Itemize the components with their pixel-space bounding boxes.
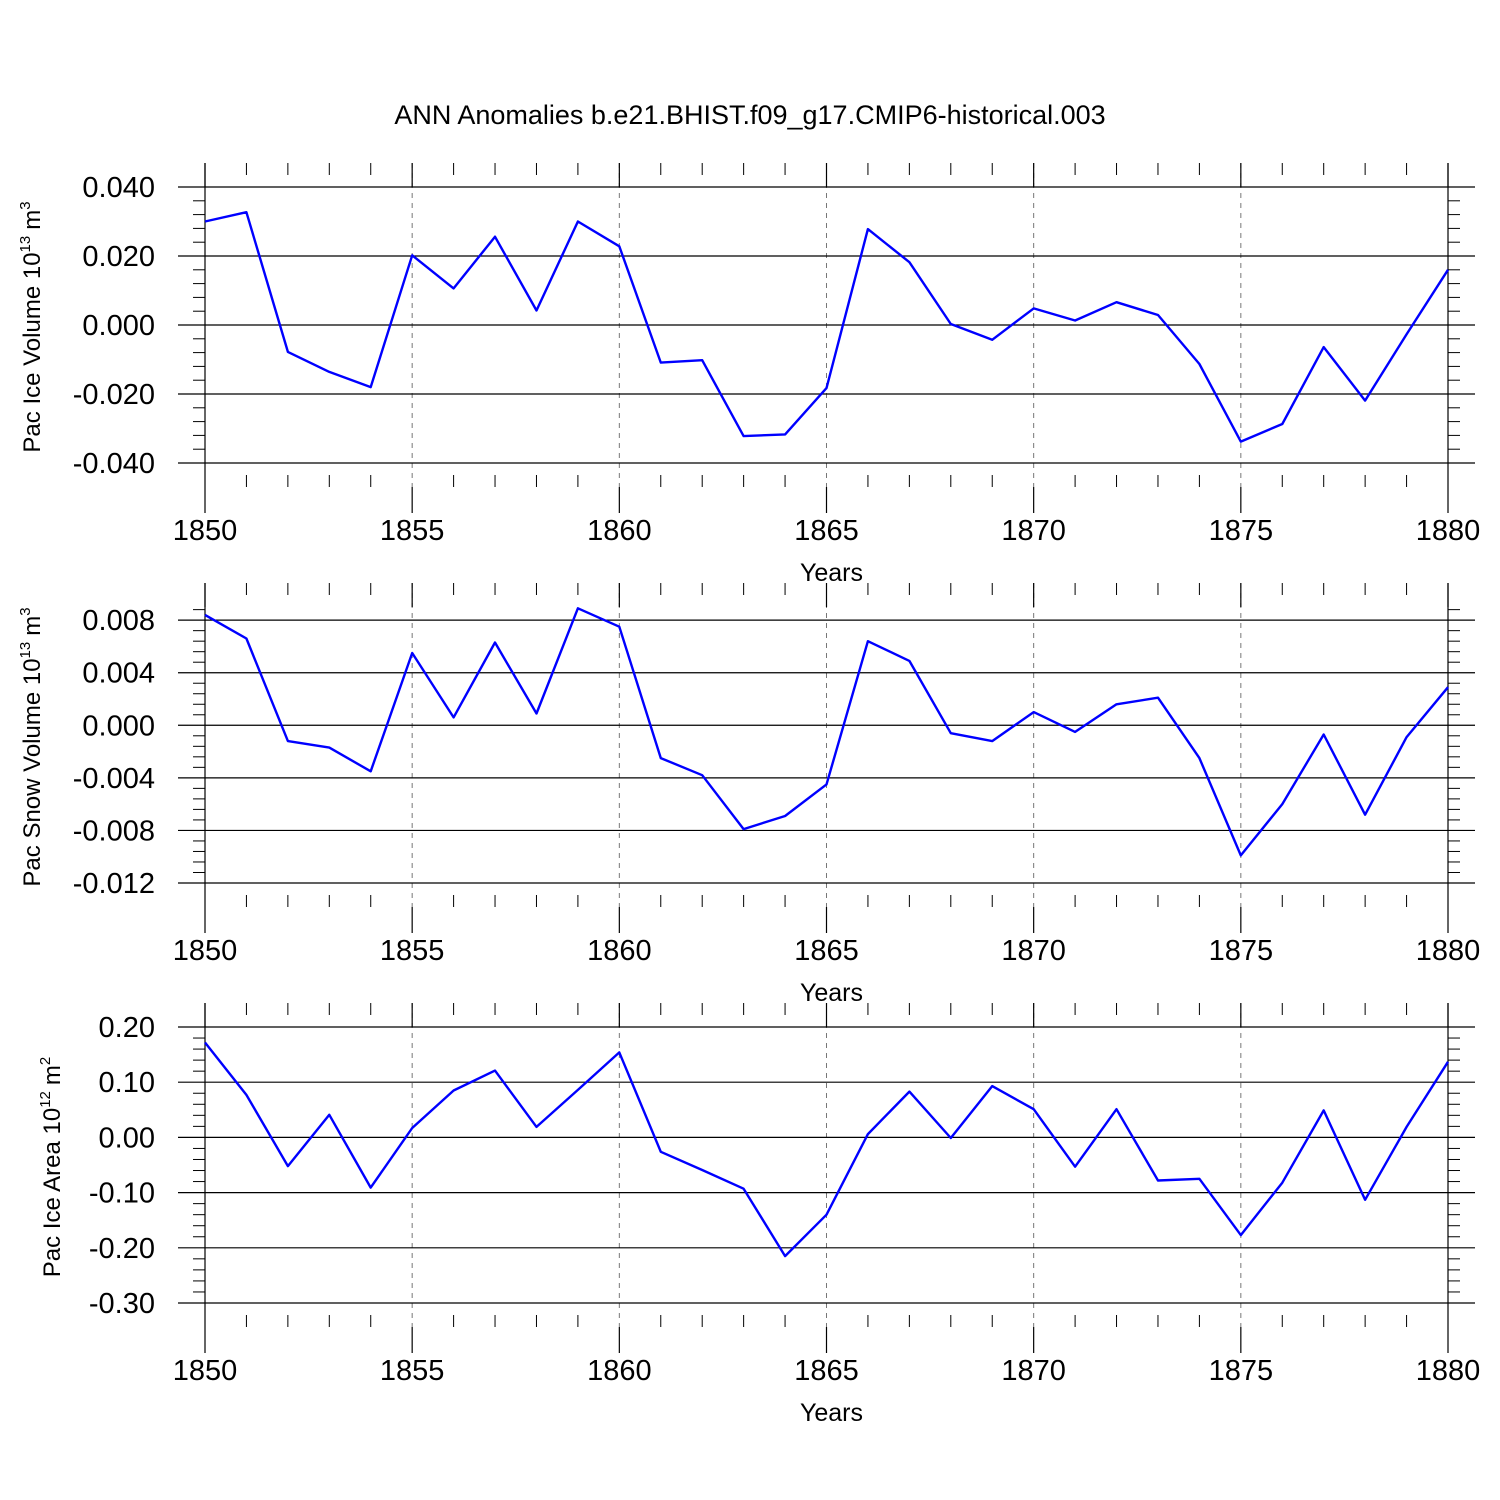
panel-3: 0.20 0.10 0.00 -0.10 -0.20 -0.30 1850 1855 1860 1… <box>37 1003 1480 1427</box>
x-tick-label: 1870 <box>1001 935 1066 967</box>
series-line <box>204 607 1449 857</box>
y-axis-label: Pac Snow Volume 1013 m3 <box>17 607 46 886</box>
y-tick-label: 0.00 <box>99 1122 155 1154</box>
x-axis-label: Years <box>800 559 863 587</box>
y-label-unit: m <box>19 616 46 636</box>
y-tick-label: 0.008 <box>82 605 155 637</box>
x-tick-label: 1855 <box>380 935 445 967</box>
y-tick-label: 0.000 <box>82 710 155 742</box>
y-label-exponent: 13 <box>17 642 34 659</box>
x-tick-label: 1865 <box>794 515 859 547</box>
y-tick-label: -0.008 <box>73 815 155 847</box>
y-label-unit: m <box>19 210 46 230</box>
y-tick-label: -0.012 <box>73 868 155 900</box>
x-tick-label: 1880 <box>1416 515 1481 547</box>
y-label-exponent: 13 <box>17 236 34 253</box>
x-tick-label: 1865 <box>794 1355 859 1387</box>
y-tick-label: 0.040 <box>82 172 155 204</box>
y-tick-label: -0.10 <box>89 1178 155 1210</box>
x-tick-label: 1880 <box>1416 935 1481 967</box>
x-tick-label: 1860 <box>587 515 652 547</box>
y-label-unit-exponent: 3 <box>17 607 34 615</box>
x-tick-label: 1855 <box>380 1355 445 1387</box>
panel-1: 0.040 0.020 0.000 -0.020 -0.040 1850 1855 1860 1… <box>17 163 1480 587</box>
y-label-main: Pac Snow Volume 10 <box>19 658 46 886</box>
x-tick-label: 1850 <box>173 935 238 967</box>
y-axis-label: Pac Ice Area 1012 m2 <box>37 1057 66 1277</box>
y-tick-label: -0.30 <box>89 1288 155 1320</box>
y-label-main: Pac Ice Area 10 <box>39 1108 66 1277</box>
y-tick-label: 0.20 <box>99 1012 155 1044</box>
x-tick-label: 1875 <box>1209 1355 1274 1387</box>
y-label-unit: m <box>39 1065 66 1085</box>
x-tick-label: 1865 <box>794 935 859 967</box>
x-tick-label: 1870 <box>1001 515 1066 547</box>
y-tick-label: 0.10 <box>99 1067 155 1099</box>
y-tick-label: 0.004 <box>82 658 155 690</box>
panel-2: 0.008 0.004 0.000 -0.004 -0.008 -0.012 1850 185… <box>17 583 1480 1007</box>
y-label-unit-exponent: 3 <box>17 201 34 209</box>
x-tick-label: 1850 <box>173 515 238 547</box>
x-tick-label: 1860 <box>587 935 652 967</box>
series-line <box>204 1041 1450 1258</box>
x-tick-label: 1870 <box>1001 1355 1066 1387</box>
y-tick-label: -0.004 <box>73 763 155 795</box>
x-tick-label: 1850 <box>173 1355 238 1387</box>
series-line <box>204 210 1450 443</box>
y-tick-label: 0.020 <box>82 241 155 273</box>
x-axis-label: Years <box>800 979 863 1007</box>
y-label-main: Pac Ice Volume 10 <box>19 252 46 452</box>
x-tick-label: 1875 <box>1209 515 1274 547</box>
y-tick-label: 0.000 <box>82 310 155 342</box>
x-tick-label: 1875 <box>1209 935 1274 967</box>
x-tick-label: 1855 <box>380 515 445 547</box>
y-label-unit-exponent: 2 <box>37 1057 54 1065</box>
x-tick-label: 1880 <box>1416 1355 1481 1387</box>
x-axis-label: Years <box>800 1399 863 1427</box>
y-tick-label: -0.040 <box>73 448 155 480</box>
y-axis-label: Pac Ice Volume 1013 m3 <box>17 201 46 452</box>
x-tick-label: 1860 <box>587 1355 652 1387</box>
y-tick-label: -0.20 <box>89 1233 155 1265</box>
y-tick-label: -0.020 <box>73 379 155 411</box>
y-label-exponent: 12 <box>37 1091 54 1108</box>
chart-title: ANN Anomalies b.e21.BHIST.f09_g17.CMIP6-… <box>394 100 1105 130</box>
